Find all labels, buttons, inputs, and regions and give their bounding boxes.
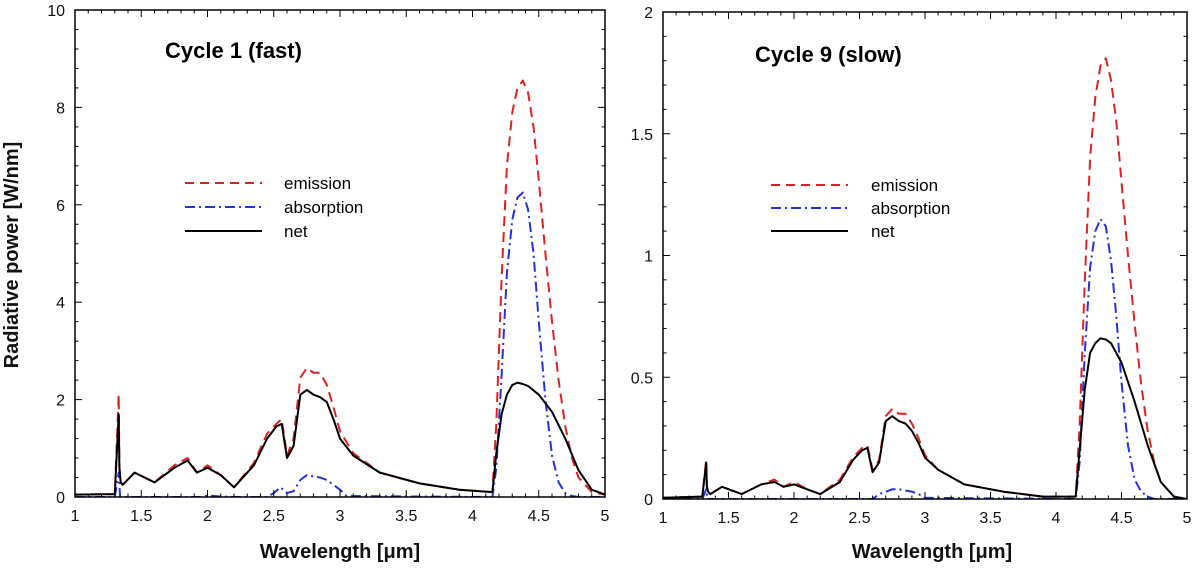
x-tick-label: 5 (1183, 510, 1192, 527)
x-tick-label: 5 (601, 508, 610, 525)
legend-label-net: net (284, 222, 308, 241)
series-line-emission (75, 79, 605, 496)
x-tick-label: 2 (203, 508, 212, 525)
y-tick-label: 4 (56, 295, 65, 312)
panel-title: Cycle 9 (slow) (755, 42, 902, 67)
x-tick-label: 2.5 (848, 510, 870, 527)
x-axis-title: Wavelength [μm] (260, 541, 420, 563)
plot-frame (662, 11, 1188, 500)
x-tick-label: 3 (921, 510, 930, 527)
x-tick-label: 3 (336, 508, 345, 525)
x-tick-label: 1 (71, 508, 80, 525)
series-group (663, 57, 1187, 499)
legend-label-emission: emission (871, 176, 938, 195)
x-tick-label: 4.5 (1110, 510, 1132, 527)
x-axis-title: Wavelength [μm] (852, 541, 1012, 563)
series-group (75, 79, 605, 497)
y-tick-label: 0.5 (631, 370, 653, 387)
y-tick-label: 10 (47, 3, 65, 20)
y-tick-label: 0 (644, 492, 653, 509)
legend-label-absorption: absorption (284, 198, 363, 217)
y-tick-label: 1 (644, 249, 653, 266)
x-tick-label: 1.5 (717, 510, 739, 527)
legend: emission absorption net (185, 174, 363, 241)
y-tick-label: 1.5 (631, 127, 653, 144)
x-tick-label: 1.5 (130, 508, 152, 525)
y-tick-label: 2 (644, 5, 653, 22)
series-line-net (663, 337, 1187, 499)
x-tick-label: 4 (468, 508, 477, 525)
x-tick-label: 3.5 (979, 510, 1001, 527)
legend-label-emission: emission (284, 174, 351, 193)
y-tick-label: 8 (56, 100, 65, 117)
x-tick-label: 4 (1052, 510, 1061, 527)
y-axis-title: Radiative power [W/nm] (1, 142, 23, 369)
plot-frame (74, 9, 606, 498)
chart-panel-cycle-9: 1 1.5 2 2.5 3 3.5 4 4.5 5 0 0.5 1 1.5 2 Wavelength [μ… (631, 5, 1192, 563)
x-tick-label: 1 (659, 510, 668, 527)
y-tick-label: 2 (56, 393, 65, 410)
series-line-net (75, 381, 605, 496)
plot-axes: 1 1.5 2 2.5 3 3.5 4 4.5 5 0 2 4 6 8 10 (47, 3, 609, 525)
legend: emission absorption net (771, 176, 950, 241)
series-line-emission (663, 57, 1187, 499)
x-tick-label: 3.5 (395, 508, 417, 525)
x-tick-label: 4.5 (528, 508, 550, 525)
series-line-absorption (663, 218, 1187, 499)
panel-title: Cycle 1 (fast) (165, 38, 302, 63)
legend-label-absorption: absorption (871, 199, 950, 218)
x-tick-label: 2 (790, 510, 799, 527)
x-tick-label: 2.5 (263, 508, 285, 525)
series-line-absorption (75, 191, 605, 497)
y-tick-label: 0 (56, 490, 65, 507)
legend-label-net: net (871, 222, 895, 241)
y-tick-label: 6 (56, 198, 65, 215)
chart-panel-cycle-1: 1 1.5 2 2.5 3 3.5 4 4.5 5 0 2 4 6 8 10 Radiative power… (1, 3, 610, 563)
plot-axes: 1 1.5 2 2.5 3 3.5 4 4.5 5 0 0.5 1 1.5 2 (631, 5, 1192, 527)
